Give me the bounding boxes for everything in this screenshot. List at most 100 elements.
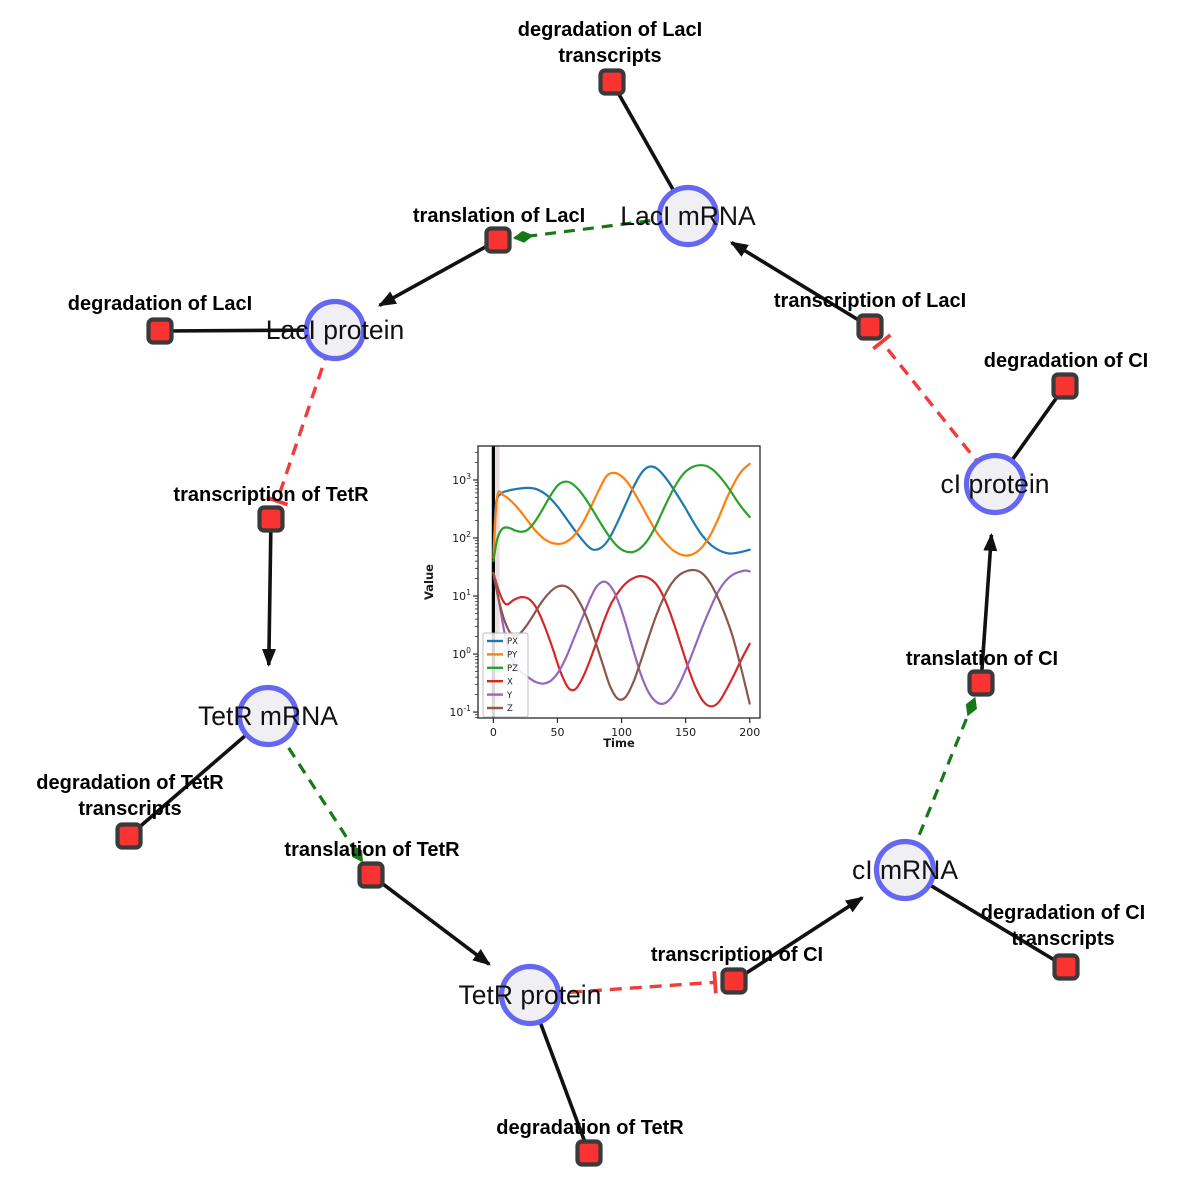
y-axis-tick-label: 103 bbox=[452, 472, 471, 487]
reaction-node-tsc_laci bbox=[856, 313, 884, 341]
y-axis-tick-label: 100 bbox=[452, 646, 471, 661]
species-label-ci_protein: cI protein bbox=[940, 469, 1049, 499]
reaction-label-transl_ci: translation of CI bbox=[906, 648, 1058, 670]
y-axis-tick-label: 102 bbox=[452, 530, 471, 545]
reaction-nodes-layer bbox=[115, 68, 1080, 1167]
reaction-label-transl_laci: translation of LacI bbox=[413, 205, 585, 227]
initial-transient-band bbox=[495, 446, 500, 718]
x-axis-tick-label: 100 bbox=[611, 726, 632, 739]
reaction-label-deg_ci_tx: degradation of CI transcripts bbox=[981, 902, 1145, 950]
y-tick-base: 10 bbox=[452, 532, 466, 545]
reaction-label-deg_tetr: degradation of TetR bbox=[496, 1117, 684, 1139]
x-axis-tick-label: 50 bbox=[550, 726, 564, 739]
chart-frame bbox=[477, 445, 761, 719]
y-tick-base: 10 bbox=[449, 706, 463, 719]
reaction-node-transl_ci bbox=[967, 669, 995, 697]
reaction-node-deg_tetr_tx bbox=[115, 822, 143, 850]
edge-arrow-transl_ci-to-ci_protein bbox=[979, 532, 998, 684]
reaction-label-line: degradation of TetR bbox=[496, 1117, 684, 1139]
legend-label-PZ: PZ bbox=[507, 664, 518, 674]
series-Z-line bbox=[492, 568, 751, 705]
reaction-node-deg_laci_tx bbox=[598, 68, 626, 96]
reaction-label-line: transcription of TetR bbox=[173, 484, 369, 506]
reaction-node-deg_tetr bbox=[575, 1139, 603, 1167]
reaction-node-tsc_tetr bbox=[257, 505, 285, 533]
reaction-label-line: transcripts bbox=[1011, 928, 1114, 950]
legend-label-X: X bbox=[507, 677, 513, 687]
edge-arrow-transl_tetr-to-tetr_protein bbox=[369, 873, 491, 966]
reaction-label-deg_laci: degradation of LacI bbox=[68, 293, 252, 315]
reaction-label-line: degradation of CI bbox=[984, 350, 1148, 372]
edge-arrow-tsc_laci-to-laci_mrna bbox=[729, 241, 871, 329]
series-X-line bbox=[492, 571, 751, 708]
reaction-label-line: translation of CI bbox=[906, 648, 1058, 670]
legend-box bbox=[482, 632, 529, 718]
edge-arrow-tsc_ci-to-ci_mrna bbox=[733, 896, 864, 983]
reaction-label-tsc_ci: transcription of CI bbox=[651, 944, 823, 966]
reaction-label-line: transcripts bbox=[78, 798, 181, 820]
reaction-label-line: translation of LacI bbox=[413, 205, 585, 227]
edge-plain-ci_mrna-to-deg_ci_tx bbox=[904, 868, 1067, 969]
reaction-label-tsc_laci: transcription of LacI bbox=[774, 290, 966, 312]
timecourse-chart: 0 50 100 150 20010-1100101102103TimeValuePXP… bbox=[422, 445, 761, 750]
y-axis-tick-label: 10-1 bbox=[449, 704, 471, 719]
edge-modifier-ci_mrna-to-transl_ci bbox=[903, 696, 977, 871]
reaction-label-tsc_tetr: transcription of TetR bbox=[173, 484, 369, 506]
x-axis-tick-label: 150 bbox=[675, 726, 696, 739]
reaction-node-deg_ci_tx bbox=[1052, 953, 1080, 981]
species-label-ci_mrna: cI mRNA bbox=[852, 855, 958, 885]
species-node-ci_protein bbox=[963, 452, 1027, 516]
legend-label-PX: PX bbox=[507, 637, 518, 647]
reaction-label-line: degradation of LacI bbox=[518, 19, 702, 41]
y-tick-exponent: 0 bbox=[466, 646, 471, 655]
labels-layer: degradation of LacI transcripts translatio… bbox=[36, 19, 1148, 1139]
reaction-node-tsc_ci bbox=[720, 967, 748, 995]
reaction-label-line: transcription of CI bbox=[651, 944, 823, 966]
series-PY-line bbox=[492, 462, 751, 560]
reaction-label-line: degradation of TetR bbox=[36, 772, 224, 794]
reaction-label-deg_ci: degradation of CI bbox=[984, 350, 1148, 372]
y-tick-base: 10 bbox=[452, 590, 466, 603]
legend: PX PY PZ XYZ bbox=[482, 632, 529, 718]
y-axis-title: Value bbox=[422, 564, 436, 600]
reaction-label-line: transcripts bbox=[558, 45, 661, 67]
legend-label-PY: PY bbox=[507, 651, 518, 661]
reaction-node-deg_ci bbox=[1051, 372, 1079, 400]
x-axis-tick-label: 0 bbox=[490, 726, 497, 739]
y-tick-exponent: 1 bbox=[466, 588, 471, 597]
legend-label-Y: Y bbox=[506, 691, 513, 701]
x-axis-tick-label: 200 bbox=[739, 726, 760, 739]
series-PX-line bbox=[492, 465, 751, 555]
species-label-tetr_mrna: TetR mRNA bbox=[198, 701, 338, 731]
legend-label-Z: Z bbox=[507, 704, 513, 714]
y-tick-exponent: 3 bbox=[466, 472, 471, 481]
species-label-tetr_protein: TetR protein bbox=[459, 980, 602, 1010]
y-tick-exponent: 2 bbox=[466, 530, 471, 539]
reaction-label-line: translation of TetR bbox=[284, 839, 460, 861]
reaction-label-transl_tetr: translation of TetR bbox=[284, 839, 460, 861]
y-tick-base: 10 bbox=[452, 648, 466, 661]
edge-arrow-transl_laci-to-laci_protein bbox=[377, 238, 499, 307]
series-PZ-line bbox=[492, 464, 751, 563]
reaction-label-line: degradation of LacI bbox=[68, 293, 252, 315]
reaction-label-deg_laci_tx: degradation of LacI transcripts bbox=[518, 19, 702, 67]
reaction-node-transl_tetr bbox=[357, 861, 385, 889]
reaction-label-line: transcription of LacI bbox=[774, 290, 966, 312]
series-Y-line bbox=[492, 569, 751, 705]
reaction-label-deg_tetr_tx: degradation of TetR transcripts bbox=[36, 772, 224, 820]
edge-arrow-tsc_tetr-to-tetr_mrna bbox=[262, 518, 277, 668]
x-axis-title: Time bbox=[603, 736, 635, 750]
y-tick-base: 10 bbox=[452, 474, 466, 487]
species-label-laci_protein: LacI protein bbox=[266, 315, 404, 345]
species-node-tetr_protein bbox=[498, 963, 562, 1027]
species-node-laci_protein bbox=[303, 298, 367, 362]
y-axis-tick-label: 101 bbox=[452, 588, 471, 603]
reaction-label-line: degradation of CI bbox=[981, 902, 1145, 924]
species-label-laci_mrna: LacI mRNA bbox=[620, 201, 756, 231]
y-tick-exponent: -1 bbox=[463, 704, 471, 713]
species-node-tetr_mrna bbox=[236, 684, 300, 748]
curves-layer bbox=[492, 462, 751, 708]
